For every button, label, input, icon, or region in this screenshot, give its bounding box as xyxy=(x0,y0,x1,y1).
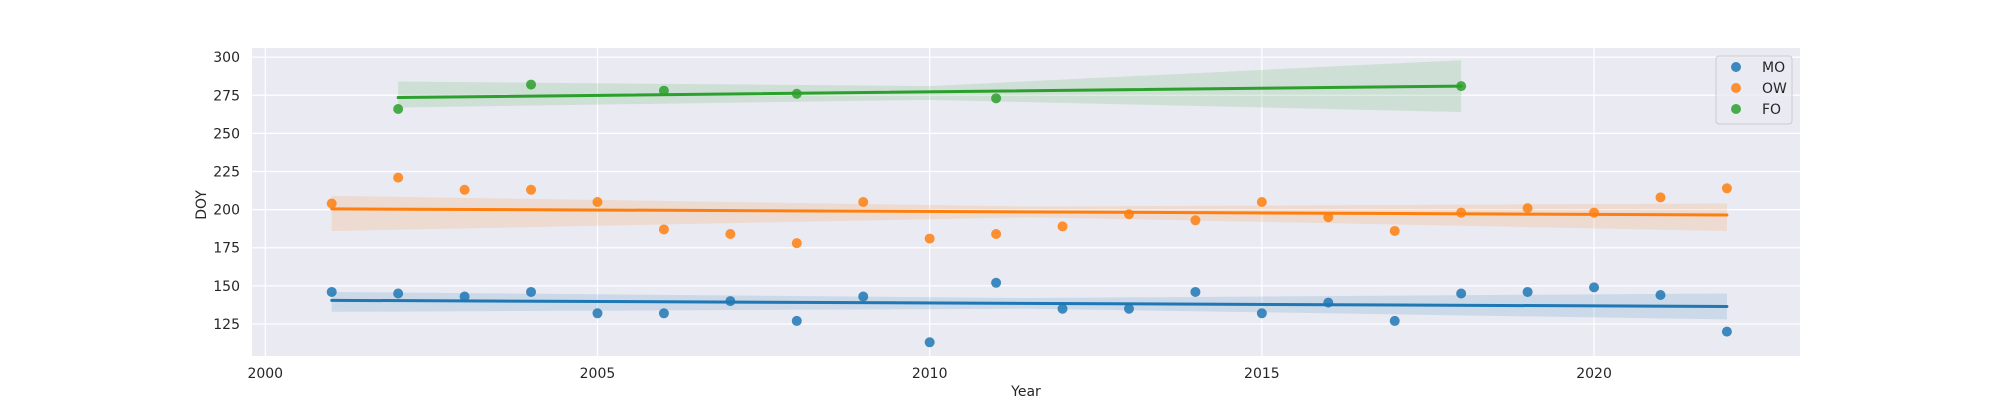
legend-marker-mo xyxy=(1731,62,1741,72)
data-point-mo xyxy=(924,337,935,348)
tick-labels: 2000 2005 2010 2015 2020 125 150 175 200 225 250 27… xyxy=(213,50,1612,382)
data-point-mo xyxy=(393,288,404,299)
x-tick-label: 2005 xyxy=(580,366,616,382)
data-point-mo xyxy=(1655,290,1666,301)
data-point-ow xyxy=(326,198,337,209)
legend: MO OW FO xyxy=(1715,55,1793,125)
y-tick-label: 150 xyxy=(213,279,240,295)
data-point-ow xyxy=(1589,207,1600,218)
y-tick-label: 275 xyxy=(213,88,240,104)
x-tick-label: 2020 xyxy=(1576,366,1612,382)
data-point-fo xyxy=(393,103,404,114)
y-tick-label: 300 xyxy=(213,50,240,66)
data-point-mo xyxy=(1323,297,1334,308)
legend-label-fo: FO xyxy=(1762,102,1781,118)
data-point-mo xyxy=(326,286,337,297)
ci-band-ow xyxy=(331,195,1727,231)
data-point-mo xyxy=(592,308,603,319)
data-point-ow xyxy=(858,197,869,207)
fit-line-ow xyxy=(330,207,1729,217)
legend-marker-fo xyxy=(1731,104,1741,114)
data-point-mo xyxy=(858,291,869,302)
data-point-mo xyxy=(725,296,736,307)
data-point-ow xyxy=(1323,212,1334,223)
data-point-fo xyxy=(526,79,537,90)
regression-lines xyxy=(330,84,1729,308)
ci-band-fo xyxy=(398,60,1462,113)
data-point-mo xyxy=(526,286,537,297)
data-point-mo xyxy=(1721,326,1732,337)
data-point-ow xyxy=(459,184,470,195)
data-point-ow xyxy=(658,224,669,235)
data-point-ow xyxy=(1655,192,1666,203)
data-point-ow xyxy=(1456,207,1467,218)
data-point-ow xyxy=(393,172,404,183)
x-tick-label: 2015 xyxy=(1244,366,1280,382)
data-point-mo xyxy=(658,308,669,319)
data-point-ow xyxy=(991,229,1002,240)
legend-label-mo: MO xyxy=(1762,60,1785,76)
data-point-mo xyxy=(791,315,802,326)
data-point-ow xyxy=(924,233,935,244)
y-tick-label: 175 xyxy=(213,241,240,257)
ci-band-mo xyxy=(331,291,1727,320)
data-point-ow xyxy=(1389,225,1400,236)
data-point-mo xyxy=(1057,303,1068,314)
data-point-ow xyxy=(526,184,537,195)
data-points xyxy=(326,79,1732,348)
x-axis-label: Year xyxy=(1010,384,1041,400)
x-tick-label: 2000 xyxy=(247,366,283,382)
y-axis-label: DOY xyxy=(194,190,210,220)
data-point-mo xyxy=(1190,286,1201,297)
data-point-fo xyxy=(791,88,802,99)
fit-line-fo xyxy=(396,84,1463,100)
confidence-bands xyxy=(331,60,1727,320)
data-point-mo xyxy=(1589,282,1600,293)
data-point-fo xyxy=(991,93,1002,104)
data-point-ow xyxy=(592,197,603,207)
data-point-mo xyxy=(1256,308,1267,319)
data-point-ow xyxy=(1123,209,1134,220)
data-point-ow xyxy=(1256,197,1267,207)
data-point-ow xyxy=(1721,183,1732,194)
data-point-mo xyxy=(991,277,1002,288)
fit-line-mo xyxy=(330,298,1729,308)
y-tick-label: 250 xyxy=(213,126,240,142)
x-tick-label: 2010 xyxy=(912,366,948,382)
data-point-ow xyxy=(1522,203,1533,214)
y-tick-label: 125 xyxy=(213,317,240,333)
legend-label-ow: OW xyxy=(1762,81,1787,97)
data-point-mo xyxy=(459,291,470,302)
data-point-fo xyxy=(1456,81,1467,92)
legend-marker-ow xyxy=(1731,83,1741,93)
data-point-ow xyxy=(725,229,736,240)
data-point-mo xyxy=(1389,315,1400,326)
y-tick-label: 200 xyxy=(213,203,240,219)
y-tick-label: 225 xyxy=(213,165,240,181)
data-point-ow xyxy=(1057,221,1068,232)
data-point-ow xyxy=(791,238,802,249)
data-point-mo xyxy=(1456,288,1467,299)
data-point-mo xyxy=(1123,303,1134,314)
data-point-fo xyxy=(658,85,669,96)
data-point-mo xyxy=(1522,286,1533,297)
data-point-ow xyxy=(1190,215,1201,226)
